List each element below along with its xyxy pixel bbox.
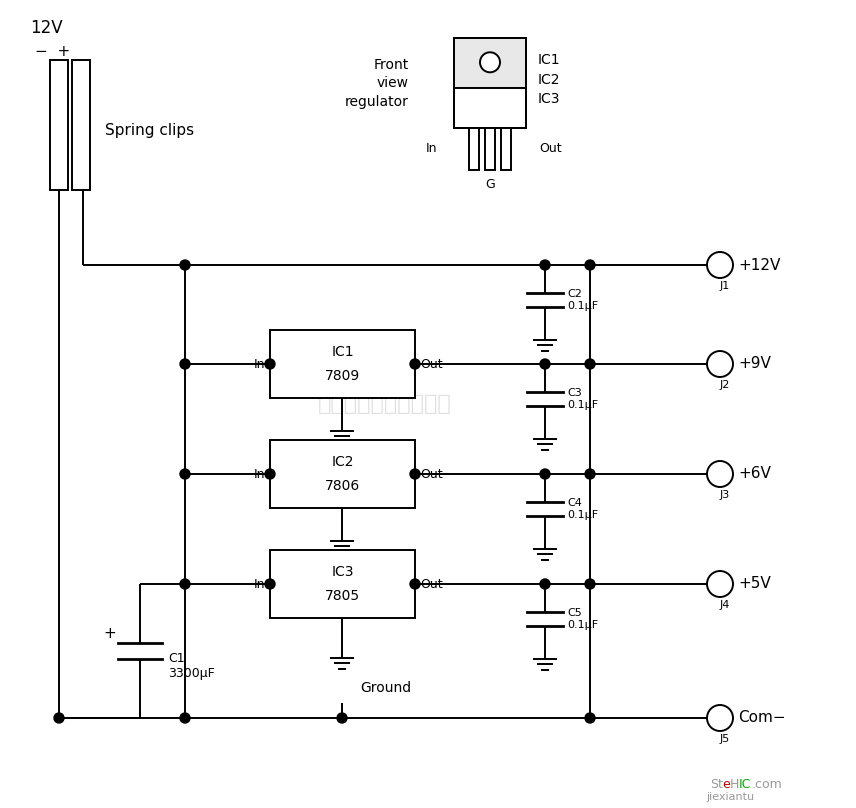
Circle shape xyxy=(180,469,190,479)
Circle shape xyxy=(707,252,733,278)
Circle shape xyxy=(265,359,275,369)
Circle shape xyxy=(585,713,595,723)
Circle shape xyxy=(480,53,500,72)
Text: 7809: 7809 xyxy=(325,369,360,383)
Circle shape xyxy=(180,579,190,589)
Text: In: In xyxy=(253,357,265,371)
Text: +5V: +5V xyxy=(738,576,770,591)
Text: J1: J1 xyxy=(720,281,730,291)
Text: IC1
IC2
IC3: IC1 IC2 IC3 xyxy=(538,53,561,106)
Circle shape xyxy=(707,705,733,731)
Circle shape xyxy=(540,579,550,589)
Bar xyxy=(454,38,526,128)
Text: Out: Out xyxy=(539,142,562,155)
Bar xyxy=(485,128,495,170)
Text: C3
0.1μF: C3 0.1μF xyxy=(567,388,598,410)
Circle shape xyxy=(585,579,595,589)
Circle shape xyxy=(585,469,595,479)
Text: St: St xyxy=(710,777,722,790)
Circle shape xyxy=(180,713,190,723)
Text: In: In xyxy=(253,578,265,591)
Circle shape xyxy=(410,469,420,479)
Text: +: + xyxy=(104,625,116,641)
Circle shape xyxy=(707,351,733,377)
Text: Out: Out xyxy=(420,468,443,481)
Text: .com: .com xyxy=(752,777,782,790)
Text: Spring clips: Spring clips xyxy=(105,123,194,137)
Circle shape xyxy=(180,359,190,369)
Text: −  +: − + xyxy=(35,44,70,60)
Text: jiexiantu: jiexiantu xyxy=(706,792,754,802)
Text: In: In xyxy=(253,468,265,481)
Text: +9V: +9V xyxy=(738,356,771,372)
Text: J2: J2 xyxy=(720,380,730,390)
Circle shape xyxy=(54,713,64,723)
Text: In: In xyxy=(426,142,437,155)
Bar xyxy=(501,128,511,170)
Text: +12V: +12V xyxy=(738,258,781,272)
Text: C5
0.1μF: C5 0.1μF xyxy=(567,608,598,629)
Circle shape xyxy=(337,713,347,723)
Bar xyxy=(454,87,526,128)
Circle shape xyxy=(540,260,550,270)
Circle shape xyxy=(180,260,190,270)
Text: J5: J5 xyxy=(720,734,730,744)
Text: Out: Out xyxy=(420,578,443,591)
Text: C1
3300μF: C1 3300μF xyxy=(168,652,215,680)
Circle shape xyxy=(265,469,275,479)
Circle shape xyxy=(540,469,550,479)
Text: IC: IC xyxy=(739,777,752,790)
Text: H: H xyxy=(730,777,740,790)
Bar xyxy=(50,60,68,190)
Circle shape xyxy=(540,359,550,369)
Text: C2
0.1μF: C2 0.1μF xyxy=(567,289,598,311)
Text: Com−: Com− xyxy=(738,710,786,726)
Circle shape xyxy=(410,579,420,589)
Bar xyxy=(270,330,415,398)
Text: e: e xyxy=(722,777,730,790)
Circle shape xyxy=(585,260,595,270)
Bar xyxy=(72,60,90,190)
Text: 12V: 12V xyxy=(30,19,62,37)
Text: J3: J3 xyxy=(720,490,730,500)
Bar xyxy=(270,550,415,618)
Text: Out: Out xyxy=(420,357,443,371)
Circle shape xyxy=(707,461,733,487)
Bar xyxy=(469,128,479,170)
Text: IC2: IC2 xyxy=(331,455,354,469)
Text: 7805: 7805 xyxy=(325,589,360,604)
Text: G: G xyxy=(485,178,495,191)
Text: 杭州将睿科技有限公司: 杭州将睿科技有限公司 xyxy=(318,394,452,414)
Bar xyxy=(454,38,526,87)
Circle shape xyxy=(707,571,733,597)
Text: Ground: Ground xyxy=(360,681,411,695)
Text: 7806: 7806 xyxy=(325,479,360,493)
Circle shape xyxy=(585,359,595,369)
Circle shape xyxy=(265,579,275,589)
Circle shape xyxy=(410,359,420,369)
Text: IC1: IC1 xyxy=(331,345,354,359)
Bar xyxy=(270,440,415,508)
Text: IC3: IC3 xyxy=(331,565,354,579)
Text: J4: J4 xyxy=(720,600,730,610)
Text: C4
0.1μF: C4 0.1μF xyxy=(567,499,598,520)
Text: Front
view
regulator: Front view regulator xyxy=(345,58,409,109)
Text: +6V: +6V xyxy=(738,466,771,482)
